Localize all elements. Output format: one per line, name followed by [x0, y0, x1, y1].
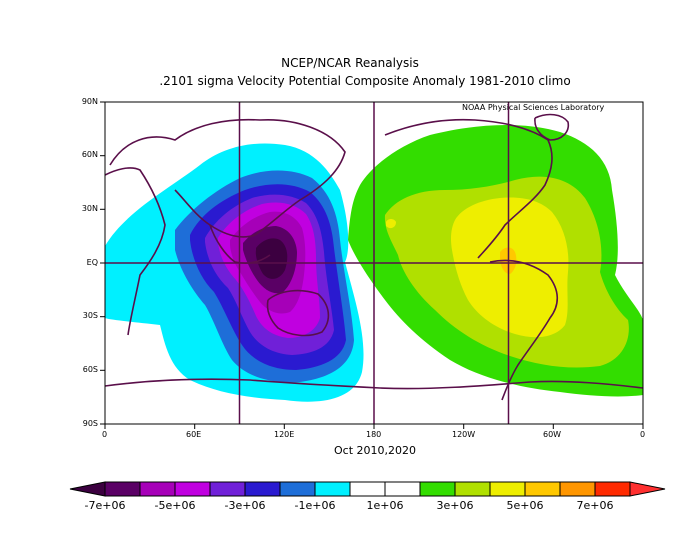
- credit-label: NOAA Physical Sciences Laboratory: [462, 103, 605, 112]
- chart-title: NCEP/NCAR Reanalysis: [281, 56, 419, 70]
- colorbar-swatch: [209, 481, 246, 497]
- contour-pos-5: [386, 219, 396, 229]
- colorbar-label: 7e+06: [576, 499, 614, 512]
- y-tick-label: EQ: [86, 258, 98, 267]
- colorbar-label: 3e+06: [436, 499, 474, 512]
- colorbar-over-arrow: [629, 481, 666, 497]
- coast-antarctica: [105, 378, 643, 390]
- x-tick-label: 120W: [452, 430, 476, 439]
- colorbar-under-arrow: [69, 481, 106, 497]
- colorbar-swatch: [559, 481, 596, 497]
- colorbar-swatch: [139, 481, 176, 497]
- colorbar-label: -7e+06: [84, 499, 126, 512]
- coast-eurasia: [109, 118, 346, 238]
- coast-greenland: [534, 113, 570, 141]
- coast-africa: [105, 167, 166, 336]
- y-tick-label: 60N: [81, 150, 98, 159]
- time-period-label: Oct 2010,2020: [333, 444, 416, 457]
- crosshair-lines: [105, 102, 643, 424]
- coast-australia: [266, 289, 330, 337]
- colorbar-label: -3e+06: [224, 499, 266, 512]
- y-tick-label: 30N: [81, 204, 98, 213]
- y-tick-label: 30S: [82, 311, 98, 320]
- coast-north-america: [384, 118, 553, 259]
- colorbar-swatch: [454, 481, 491, 497]
- colorbar-swatch: [174, 481, 211, 497]
- coast-india-seasia: [209, 224, 271, 264]
- contour-neg-8: [255, 238, 288, 279]
- colorbar-swatch: [489, 481, 526, 497]
- colorbar-swatch: [419, 481, 456, 497]
- x-tick-label: 60E: [186, 430, 202, 439]
- x-tick-label: 60W: [543, 430, 562, 439]
- colorbar-swatch: [594, 481, 631, 497]
- y-tick-label: 60S: [82, 365, 98, 374]
- colorbar-swatch: [384, 481, 421, 497]
- x-tick-label: 180: [366, 430, 382, 439]
- colorbar-swatch: [524, 481, 561, 497]
- y-tick-label: 90N: [81, 97, 98, 106]
- tick-marks: [100, 101, 644, 429]
- coastlines: [105, 113, 643, 401]
- colorbar-swatch: [349, 481, 386, 497]
- x-tick-label: 0: [102, 430, 108, 439]
- y-tick-label: 90S: [82, 419, 98, 428]
- colorbar-label: 5e+06: [506, 499, 544, 512]
- colorbar-label: -5e+06: [154, 499, 196, 512]
- colorbar-swatch: [314, 481, 351, 497]
- x-tick-label: 0: [640, 430, 646, 439]
- chart-subtitle: .2101 sigma Velocity Potential Composite…: [159, 74, 571, 88]
- colorbar-label: -1e+06: [294, 499, 336, 512]
- colorbar-label: 1e+06: [366, 499, 404, 512]
- colorbar: [69, 481, 666, 497]
- colorbar-swatch: [104, 481, 141, 497]
- coast-south-america: [489, 259, 559, 401]
- x-tick-label: 120E: [274, 430, 295, 439]
- colorbar-swatch: [244, 481, 281, 497]
- colorbar-swatch: [279, 481, 316, 497]
